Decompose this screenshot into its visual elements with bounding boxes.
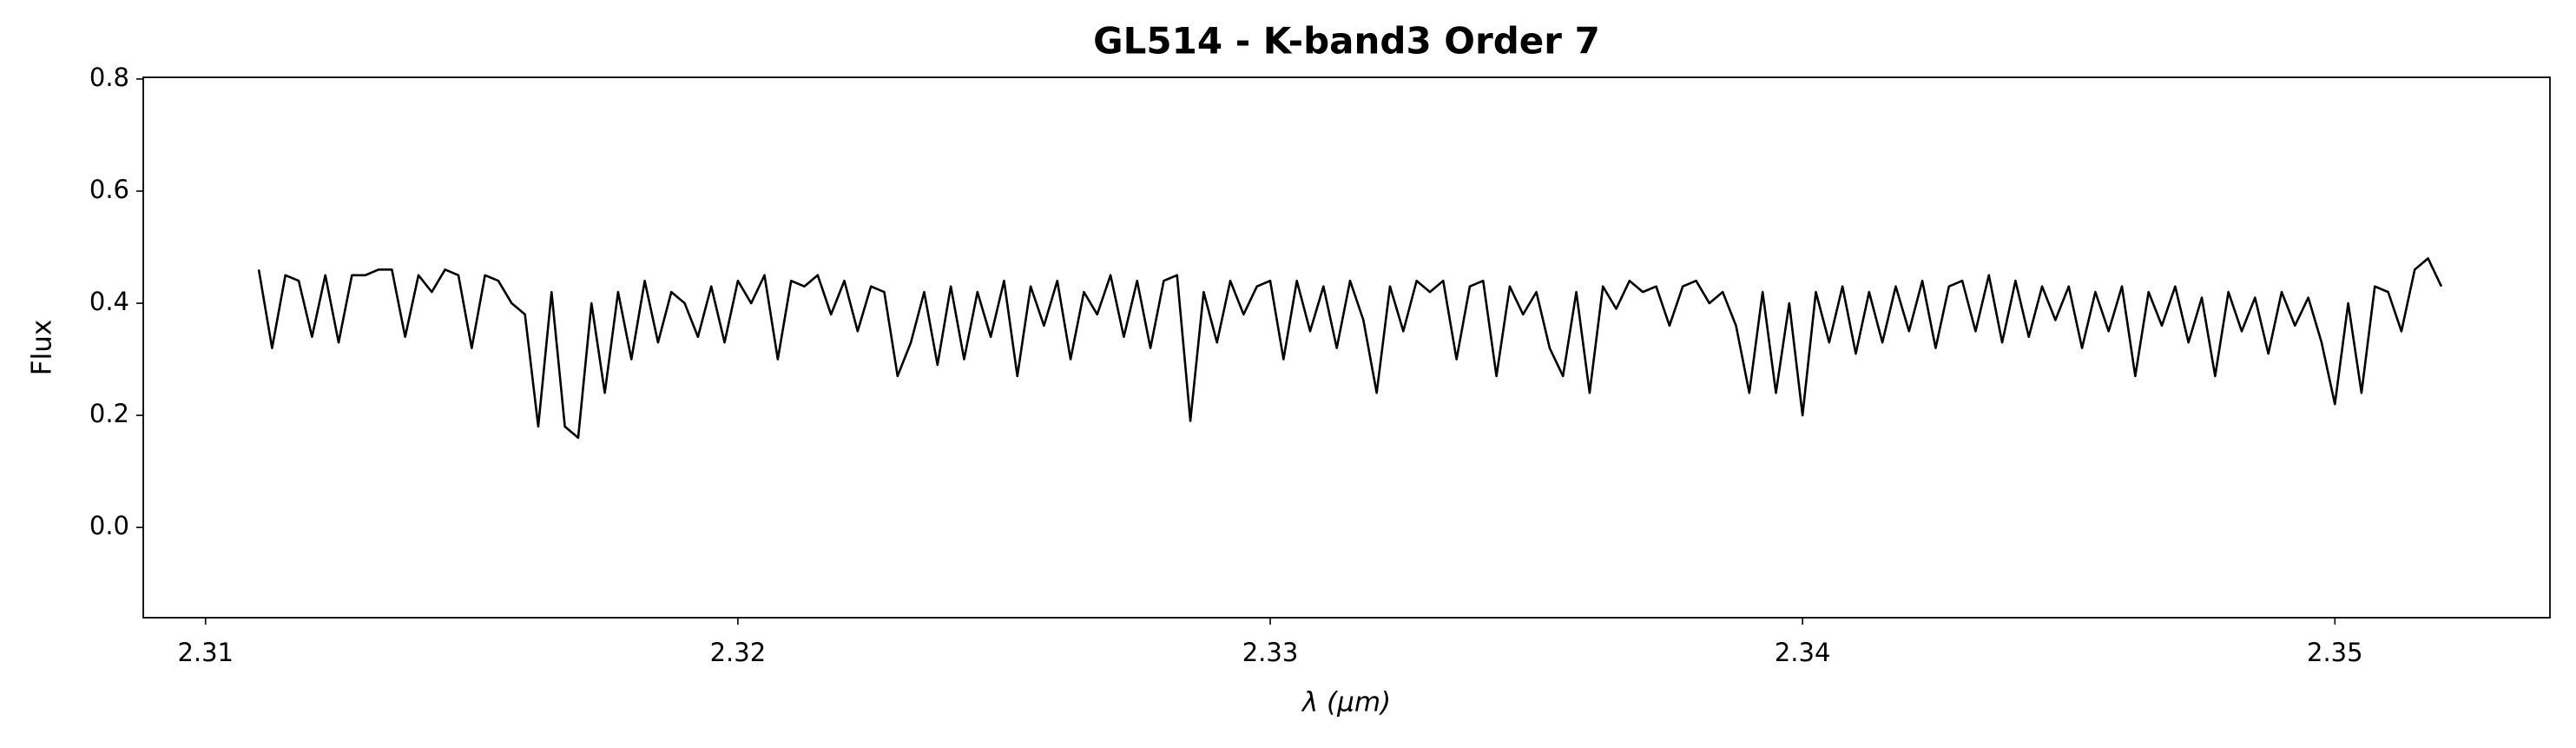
y-tick-label: 0.2 [89, 399, 129, 428]
y-tick-label: 0.6 [89, 175, 129, 204]
x-tick-label: 2.31 [177, 638, 234, 667]
spectrum-line [257, 257, 2443, 440]
y-axis-label: Flux [27, 320, 58, 375]
x-axis-label: λ (μm) [1301, 687, 1391, 718]
y-tick-label: 0.0 [89, 511, 129, 540]
y-tick-label: 0.4 [89, 287, 129, 316]
x-tick-label: 2.35 [2307, 638, 2363, 667]
x-tick-label: 2.33 [1242, 638, 1299, 667]
y-tick-label: 0.8 [89, 63, 129, 92]
x-tick-label: 2.34 [1775, 638, 1831, 667]
plot-frame [142, 76, 2551, 619]
x-tick-label: 2.32 [710, 638, 767, 667]
chart-title: GL514 - K-band3 Order 7 [1093, 20, 1600, 63]
